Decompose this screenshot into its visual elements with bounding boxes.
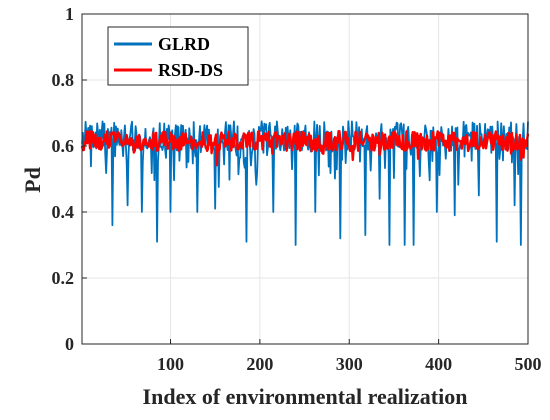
series-line-rsd-ds xyxy=(80,130,530,167)
y-tick-label: 0.4 xyxy=(52,202,75,222)
y-axis-label: Pd xyxy=(20,167,45,193)
x-tick-label: 300 xyxy=(336,354,363,374)
x-axis-label: Index of environmental realization xyxy=(143,384,468,409)
x-axis: 100 200 300 400 500 xyxy=(157,339,542,374)
plot-frame xyxy=(81,13,529,345)
y-tick-label: 0.2 xyxy=(52,268,75,288)
y-tick-label: 1 xyxy=(65,4,74,24)
x-tick-label: 400 xyxy=(425,354,452,374)
x-tick-label: 500 xyxy=(515,354,542,374)
x-tick-label: 200 xyxy=(246,354,273,374)
y-tick-label: 0 xyxy=(65,334,74,354)
y-axis: 0 0.2 0.4 0.6 0.8 1 xyxy=(52,4,87,354)
y-tick-label: 0.8 xyxy=(52,70,75,90)
legend: GLRD RSD-DS xyxy=(107,26,249,86)
series-lines xyxy=(80,120,530,246)
x-tick-label: 100 xyxy=(157,354,184,374)
legend-label-rsd-ds: RSD-DS xyxy=(158,60,223,80)
legend-label-glrd: GLRD xyxy=(158,34,210,54)
y-tick-label: 0.6 xyxy=(52,136,75,156)
legend-box xyxy=(107,26,249,86)
